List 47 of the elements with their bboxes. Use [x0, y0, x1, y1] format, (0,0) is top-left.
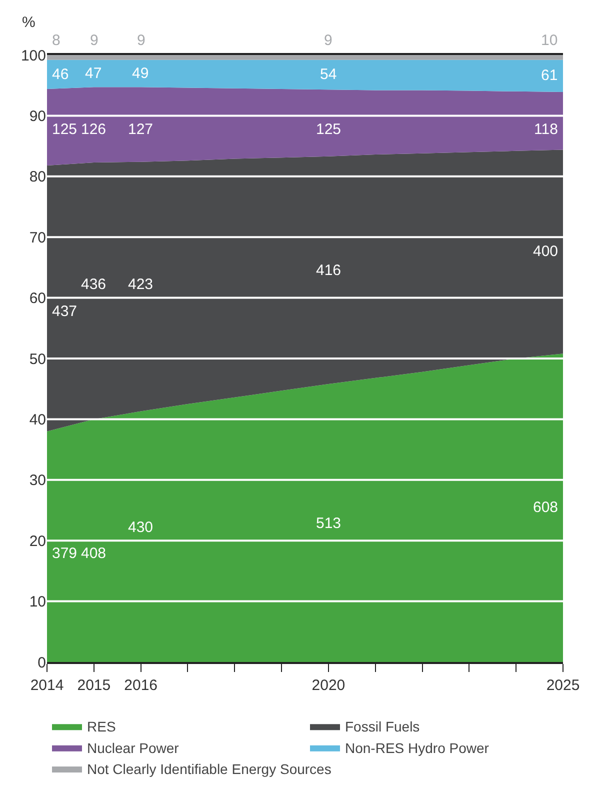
text: 9 [137, 32, 146, 49]
annotation: 513 [316, 515, 342, 532]
text: 10 [541, 32, 558, 49]
legend-label: Fossil Fuels [345, 718, 420, 735]
legend-label: Non-RES Hydro Power [345, 740, 490, 756]
y-tick-label: 100 [20, 47, 46, 64]
y-tick-label: 20 [29, 532, 46, 550]
annotation: 125 [52, 121, 78, 138]
annotation: 47 [85, 65, 102, 82]
legend-label: Nuclear Power [87, 740, 180, 756]
annotation: 379 [52, 545, 78, 562]
annotation: 400 [533, 243, 558, 260]
annotation: 423 [128, 276, 154, 293]
annotation: 436 [81, 276, 106, 293]
text: 9 [324, 32, 332, 49]
annotation: 430 [128, 519, 154, 536]
y-tick-label: 10 [29, 594, 46, 611]
text: 8 [52, 32, 60, 49]
annotation: 608 [533, 499, 558, 516]
y-tick-label: 80 [29, 168, 46, 186]
annotation: 437 [52, 303, 78, 320]
annotation: 126 [81, 121, 106, 138]
x-tick-label: 2015 [77, 677, 111, 694]
annotation: 125 [316, 121, 342, 138]
x-tick-label: 2016 [124, 677, 158, 694]
y-tick-label: 40 [29, 411, 46, 428]
y-tick-label: 30 [29, 472, 46, 490]
x-tick-label: 2014 [30, 677, 64, 694]
annotation: 127 [128, 121, 154, 138]
annotation: 61 [541, 67, 558, 84]
annotation: 54 [320, 66, 337, 83]
x-tick-label: 2025 [546, 677, 580, 694]
y-tick-label: 60 [29, 290, 46, 308]
text: 9 [90, 32, 98, 49]
annotation: 49 [132, 65, 149, 82]
y-axis-title: % [22, 14, 36, 31]
annotation: 408 [81, 545, 106, 562]
legend-label: Not Clearly Identifiable Energy Sources [87, 761, 332, 778]
y-tick-label: 0 [38, 654, 46, 672]
annotation: 416 [316, 262, 342, 279]
y-tick-label: 90 [29, 108, 46, 125]
legend-label: RES [87, 718, 116, 735]
x-tick-label: 2020 [312, 677, 346, 694]
annotation: 118 [534, 121, 558, 138]
y-tick-label: 70 [29, 229, 46, 246]
y-tick-label: 50 [29, 350, 46, 368]
annotation: 46 [52, 66, 69, 83]
